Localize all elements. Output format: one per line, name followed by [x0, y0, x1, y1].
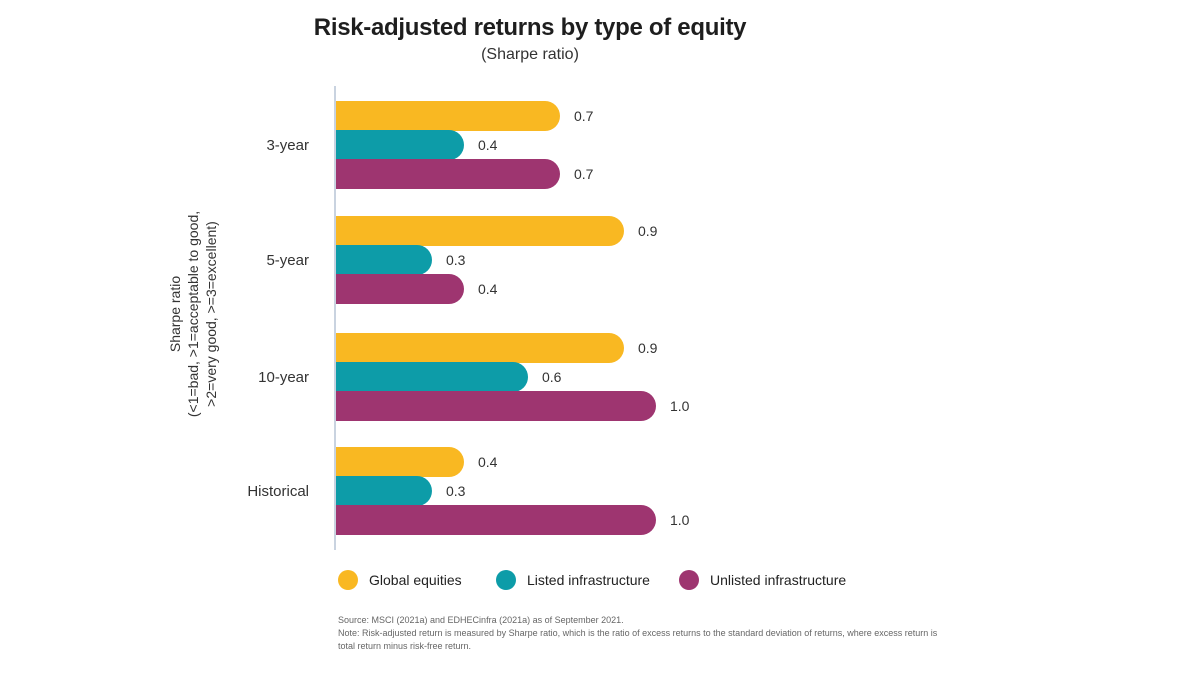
category-label-historical: Historical: [247, 483, 309, 500]
y-axis-label-line-1: Sharpe ratio: [167, 276, 183, 352]
bar-10-year-unlisted-infrastructure: [336, 391, 656, 421]
category-label-5-year: 5-year: [266, 252, 309, 269]
bar-3-year-unlisted-infrastructure: [336, 159, 560, 189]
footnotes: Source: MSCI (2021a) and EDHECinfra (202…: [338, 614, 1098, 653]
bar-5-year-global-equities: [336, 216, 624, 246]
source-note: Source: MSCI (2021a) and EDHECinfra (202…: [338, 615, 624, 625]
bar-3-year-listed-infrastructure: [336, 130, 464, 160]
category-label-10-year: 10-year: [258, 369, 309, 386]
legend-swatch-global-equities: [338, 570, 358, 590]
value-label-3-year-listed-infrastructure: 0.4: [478, 137, 498, 153]
value-label-historical-unlisted-infrastructure: 1.0: [670, 512, 690, 528]
legend-swatch-listed-infrastructure: [496, 570, 516, 590]
chart-title: Risk-adjusted returns by type of equity: [313, 14, 747, 41]
y-axis-label-line-3: >2=very good, >=3=excellent): [203, 221, 219, 407]
value-label-historical-listed-infrastructure: 0.3: [446, 483, 466, 499]
bar-5-year-listed-infrastructure: [336, 245, 432, 275]
legend-label-listed-infrastructure: Listed infrastructure: [527, 572, 650, 588]
method-note-line-2: total return minus risk-free return.: [338, 641, 472, 651]
value-label-10-year-global-equities: 0.9: [638, 340, 658, 356]
chart-subtitle: (Sharpe ratio): [481, 46, 579, 63]
category-label-3-year: 3-year: [266, 137, 309, 154]
category-labels: 3-year 5-year 10-year Historical: [247, 137, 309, 500]
value-label-10-year-listed-infrastructure: 0.6: [542, 369, 562, 385]
legend-label-global-equities: Global equities: [369, 572, 462, 588]
bar-5-year-unlisted-infrastructure: [336, 274, 464, 304]
value-label-historical-global-equities: 0.4: [478, 454, 498, 470]
bar-10-year-listed-infrastructure: [336, 362, 528, 392]
bars-group: [336, 101, 656, 535]
value-labels: 0.7 0.4 0.7 0.9 0.3 0.4 0.9 0.6 1.0 0.4 0.3 1.0: [446, 108, 690, 528]
value-label-5-year-global-equities: 0.9: [638, 223, 658, 239]
y-axis-label: Sharpe ratio (<1=bad, >1=acceptable to go…: [167, 211, 219, 417]
value-label-10-year-unlisted-infrastructure: 1.0: [670, 398, 690, 414]
legend-label-unlisted-infrastructure: Unlisted infrastructure: [710, 572, 846, 588]
value-label-5-year-listed-infrastructure: 0.3: [446, 252, 466, 268]
legend: Global equities Listed infrastructure Unli…: [338, 570, 846, 590]
bar-historical-global-equities: [336, 447, 464, 477]
value-label-5-year-unlisted-infrastructure: 0.4: [478, 281, 498, 297]
value-label-3-year-global-equities: 0.7: [574, 108, 594, 124]
bar-historical-listed-infrastructure: [336, 476, 432, 506]
method-note-line-1: Note: Risk-adjusted return is measured b…: [338, 628, 938, 638]
legend-swatch-unlisted-infrastructure: [679, 570, 699, 590]
bar-3-year-global-equities: [336, 101, 560, 131]
bar-historical-unlisted-infrastructure: [336, 505, 656, 535]
value-label-3-year-unlisted-infrastructure: 0.7: [574, 166, 594, 182]
bar-10-year-global-equities: [336, 333, 624, 363]
y-axis-label-line-2: (<1=bad, >1=acceptable to good,: [185, 211, 201, 417]
